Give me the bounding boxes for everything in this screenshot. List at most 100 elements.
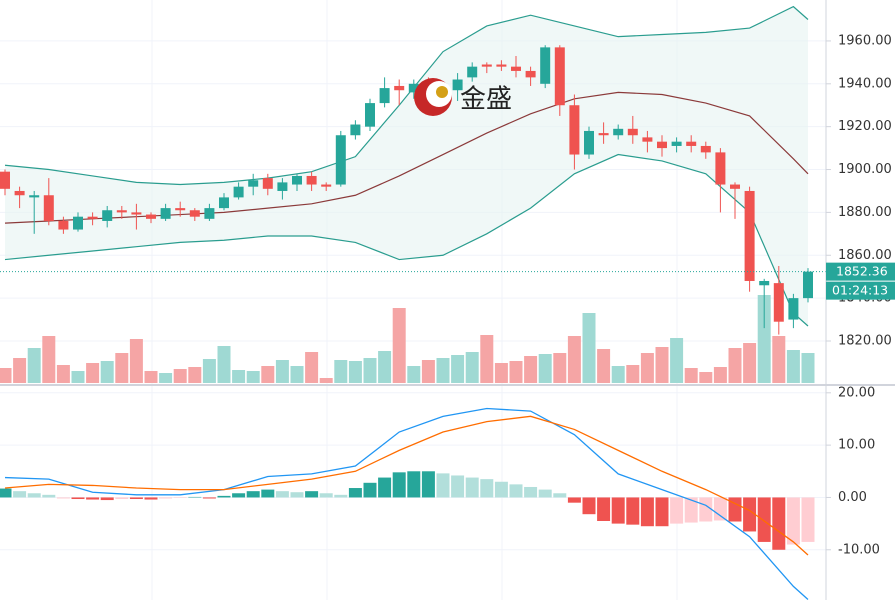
volume-bar	[100, 361, 114, 383]
band-upper	[4, 5, 809, 186]
volume-bar	[290, 366, 304, 383]
candle-body	[335, 135, 346, 185]
volume-bar	[188, 367, 202, 383]
candle-body	[467, 66, 478, 78]
volume-bar	[42, 336, 56, 383]
volume-bar	[56, 365, 70, 383]
candle-body	[131, 212, 142, 215]
histogram-bar	[626, 497, 640, 525]
candle-body	[219, 197, 229, 209]
candle-body	[43, 195, 54, 221]
band-fill	[5, 6, 808, 326]
histogram-bar	[582, 497, 596, 515]
y-tick-label: 1920.00	[838, 119, 892, 134]
countdown-bg	[826, 281, 895, 300]
volume-bar	[494, 363, 508, 383]
candle-body	[58, 220, 69, 230]
candle-body	[408, 83, 419, 93]
histogram-bar	[378, 477, 392, 498]
candle-body	[0, 171, 10, 189]
candle-body	[496, 64, 507, 67]
volume-bar	[275, 360, 289, 383]
volume-bar	[71, 371, 85, 383]
volume-bar	[509, 361, 523, 383]
volume-bar	[524, 356, 538, 383]
volume-bar	[363, 358, 377, 383]
candle-body	[627, 128, 638, 136]
histogram-bar	[334, 494, 348, 498]
volume-bar	[582, 313, 596, 383]
histogram-bar	[305, 491, 319, 498]
volume-bar	[0, 368, 12, 383]
histogram-bar	[684, 497, 698, 523]
histogram-bar	[159, 497, 173, 499]
histogram-bar	[509, 484, 523, 498]
histogram-bar	[553, 493, 567, 498]
volume-bar	[232, 370, 246, 383]
volume-bar	[392, 308, 406, 383]
y-tick-label: 1900.00	[838, 162, 892, 177]
volume-bar	[319, 378, 333, 383]
candle-body	[306, 175, 317, 185]
candle-body	[350, 124, 361, 136]
watermark: 金盛	[414, 78, 512, 116]
candle-body	[657, 141, 667, 149]
candle-body	[277, 182, 288, 191]
volume-bar	[684, 368, 698, 383]
histogram-bar	[728, 497, 742, 522]
volume-bar	[786, 350, 800, 383]
volume-bar	[772, 336, 786, 383]
volume-bar	[305, 352, 319, 383]
candle-body	[248, 180, 259, 187]
volume-bar	[217, 346, 231, 383]
candle-body	[189, 210, 200, 217]
volume-bar	[451, 355, 465, 383]
candle-body	[730, 184, 740, 189]
histogram-bar	[86, 497, 100, 500]
volume-bar	[757, 295, 771, 383]
volume-bar	[129, 339, 143, 383]
volume-bar	[348, 361, 362, 383]
y-tick-label: -10.00	[838, 542, 880, 557]
candle-body	[569, 105, 580, 155]
histogram-bar	[348, 488, 362, 498]
y-tick-label: 1880.00	[838, 205, 892, 220]
candle-body	[598, 133, 609, 136]
candle-body	[262, 178, 273, 189]
volume-bar	[655, 347, 669, 383]
candle-body	[146, 214, 156, 219]
candle-body	[73, 216, 83, 230]
candle-body	[613, 128, 624, 136]
histogram-bar	[217, 495, 231, 498]
y-tick-label: 0.00	[838, 490, 867, 505]
y-tick-label: 1820.00	[838, 333, 892, 348]
candle-body	[175, 208, 186, 211]
histogram-bar	[188, 496, 202, 498]
candle-body	[160, 208, 171, 219]
candle-body	[321, 184, 332, 187]
histogram-bar	[129, 497, 143, 500]
price-pane	[0, 5, 826, 383]
histogram-bar	[436, 473, 450, 498]
y-tick-label: 10.00	[838, 438, 875, 453]
histogram-bar	[421, 471, 435, 498]
candle-body	[803, 271, 813, 299]
macd-line	[4, 415, 809, 556]
volume-bar	[144, 371, 158, 383]
candle-body	[292, 175, 302, 185]
histogram-bar	[699, 497, 713, 522]
volume-bar	[611, 366, 625, 383]
histogram-bar	[640, 497, 654, 527]
histogram-bar	[232, 493, 246, 498]
histogram-bar	[115, 497, 129, 500]
volume-bar	[713, 367, 727, 383]
candle-body	[686, 141, 697, 146]
volume-bar	[173, 369, 187, 383]
volume-bar	[246, 371, 260, 383]
axis: 1960.00 1940.00 1920.00 1900.00 1880.00 1860.…	[826, 33, 895, 557]
candle-body	[29, 195, 40, 198]
histogram-bar	[597, 497, 611, 521]
candle-body	[788, 298, 799, 320]
volume-bar	[407, 366, 421, 383]
